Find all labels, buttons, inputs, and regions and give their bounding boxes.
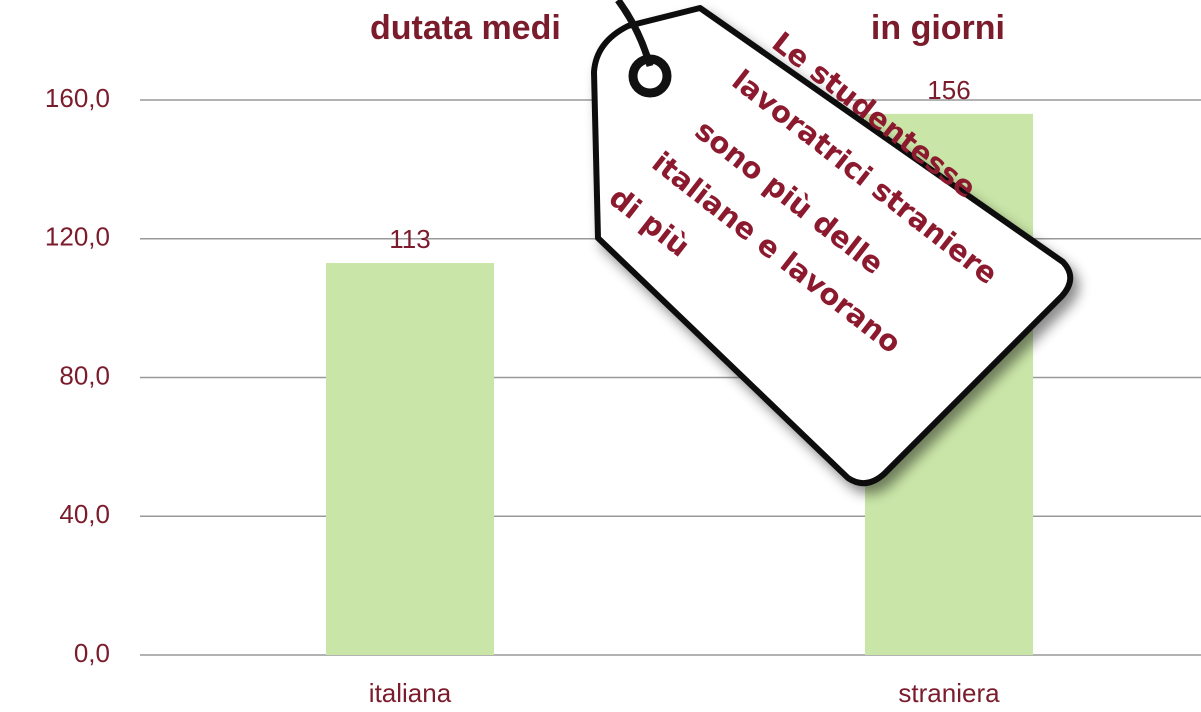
tag-string (615, 0, 654, 67)
x-tick-label: straniera (898, 678, 1000, 708)
chart-title: in giorni (871, 9, 1005, 47)
value-label: 113 (389, 224, 430, 254)
y-tick-label: 0,0 (74, 638, 110, 668)
value-label: 156 (927, 75, 970, 105)
y-tick-label: 120,0 (45, 222, 110, 252)
y-tick-label: 80,0 (59, 360, 110, 390)
y-tick-label: 160,0 (45, 83, 110, 113)
y-tick-label: 40,0 (59, 499, 110, 529)
bar (326, 263, 494, 655)
chart-title: dutata medi (370, 9, 561, 47)
x-tick-label: italiana (369, 678, 452, 708)
tag-shape (591, 5, 1074, 487)
